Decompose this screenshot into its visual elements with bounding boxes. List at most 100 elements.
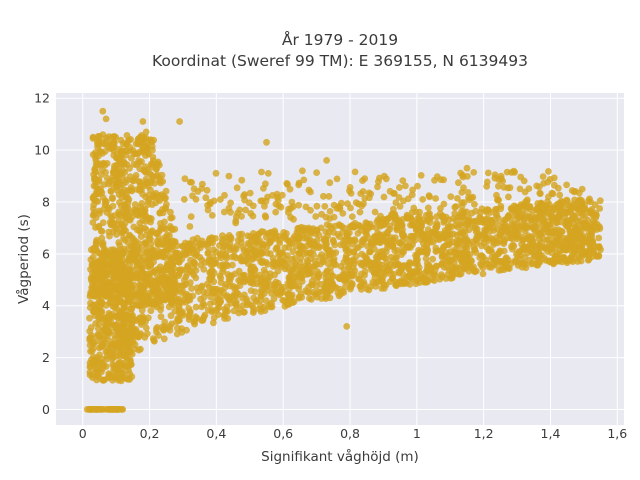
scatter-point xyxy=(137,277,145,285)
scatter-point xyxy=(386,278,394,285)
scatter-point xyxy=(396,203,404,210)
scatter-point xyxy=(224,262,232,270)
scatter-point xyxy=(140,139,148,147)
scatter-point xyxy=(283,230,290,237)
scatter-point xyxy=(252,248,260,256)
scatter-point xyxy=(227,274,235,282)
scatter-point xyxy=(185,313,193,321)
scatter-point xyxy=(220,208,228,216)
scatter-point xyxy=(538,239,546,247)
scatter-point xyxy=(504,224,511,231)
scatter-point xyxy=(147,215,155,223)
scatter-point xyxy=(415,216,423,224)
scatter-point xyxy=(225,236,233,244)
scatter-point xyxy=(197,295,205,303)
scatter-point xyxy=(123,265,130,273)
scatter-point xyxy=(461,236,468,244)
scatter-point xyxy=(343,323,351,330)
scatter-point xyxy=(468,209,476,217)
scatter-point xyxy=(376,231,384,239)
scatter-point xyxy=(528,259,536,267)
scatter-point xyxy=(110,340,118,348)
scatter-point xyxy=(555,204,562,211)
scatter-point xyxy=(313,290,321,297)
scatter-point xyxy=(284,280,292,287)
scatter-point xyxy=(289,248,297,256)
scatter-point xyxy=(308,281,315,289)
scatter-point xyxy=(159,326,167,334)
scatter-point xyxy=(216,242,223,249)
scatter-point xyxy=(151,180,158,187)
scatter-point xyxy=(93,236,101,244)
scatter-point xyxy=(263,138,270,146)
scatter-point xyxy=(92,278,100,286)
scatter-point xyxy=(356,282,364,290)
scatter-point xyxy=(167,312,175,320)
scatter-point xyxy=(233,184,241,192)
scatter-point xyxy=(274,196,282,204)
scatter-point xyxy=(380,193,388,201)
scatter-point xyxy=(162,263,170,271)
scatter-point xyxy=(190,264,198,271)
scatter-point xyxy=(287,205,295,212)
scatter-point xyxy=(480,239,488,247)
scatter-point xyxy=(307,188,314,196)
scatter-point xyxy=(125,315,133,323)
scatter-point xyxy=(321,203,329,210)
scatter-point xyxy=(330,213,338,221)
scatter-point xyxy=(133,186,141,193)
scatter-point xyxy=(123,161,131,168)
scatter-point xyxy=(132,252,140,260)
scatter-point xyxy=(320,192,327,200)
scatter-point xyxy=(516,223,524,231)
scatter-point xyxy=(241,191,249,198)
scatter-point xyxy=(567,230,574,238)
scatter-point xyxy=(94,367,101,375)
scatter-point xyxy=(556,191,564,199)
scatter-point xyxy=(411,237,419,244)
scatter-point xyxy=(430,228,437,236)
scatter-point xyxy=(363,255,371,262)
scatter-point xyxy=(232,217,240,225)
scatter-point xyxy=(273,289,281,297)
scatter-point xyxy=(103,174,111,182)
scatter-point xyxy=(521,243,529,251)
scatter-point xyxy=(310,272,318,280)
scatter-point xyxy=(180,249,187,257)
scatter-point xyxy=(213,294,221,302)
scatter-point xyxy=(497,202,505,210)
scatter-point xyxy=(570,212,577,219)
x-tick-label: 1,4 xyxy=(541,426,561,441)
scatter-point xyxy=(380,285,388,292)
scatter-point xyxy=(122,307,129,314)
scatter-point xyxy=(407,221,414,229)
scatter-point xyxy=(90,291,98,299)
scatter-point xyxy=(249,242,256,250)
scatter-point xyxy=(514,262,522,269)
scatter-point xyxy=(273,259,280,266)
scatter-point xyxy=(108,194,116,202)
scatter-point xyxy=(324,232,331,240)
scatter-point xyxy=(86,371,94,379)
scatter-point xyxy=(596,205,604,212)
scatter-point xyxy=(437,271,445,278)
scatter-point xyxy=(398,247,406,255)
scatter-point xyxy=(321,270,329,278)
scatter-point xyxy=(119,249,127,257)
scatter-point xyxy=(419,196,427,203)
scatter-point xyxy=(578,249,585,256)
scatter-point xyxy=(309,241,317,249)
scatter-point xyxy=(172,249,180,257)
scatter-point xyxy=(562,237,570,245)
scatter-point xyxy=(560,203,567,211)
scatter-point xyxy=(372,264,380,272)
scatter-point xyxy=(117,359,125,367)
scatter-point xyxy=(316,253,324,261)
scatter-point xyxy=(502,216,509,223)
scatter-point xyxy=(521,227,529,235)
scatter-point xyxy=(471,246,479,253)
scatter-point xyxy=(86,362,94,370)
scatter-point xyxy=(206,256,214,264)
scatter-point xyxy=(128,337,136,345)
scatter-point xyxy=(123,210,131,217)
